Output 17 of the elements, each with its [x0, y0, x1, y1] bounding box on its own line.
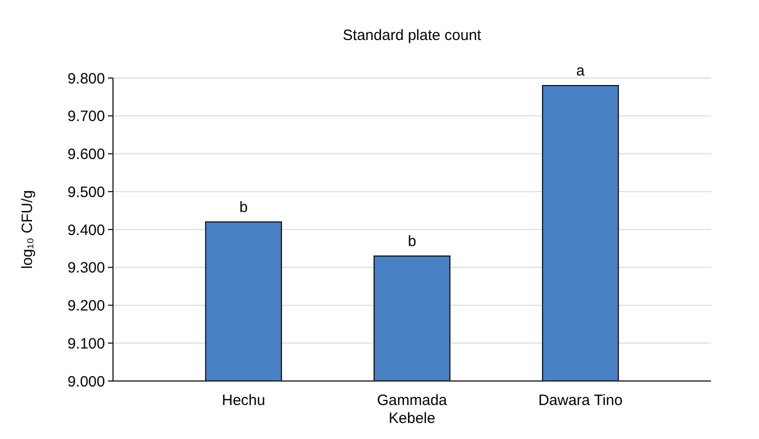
y-tick-label: 9.500	[67, 184, 105, 201]
chart-title: Standard plate count	[342, 27, 482, 44]
y-tick-label: 9.200	[67, 298, 105, 314]
y-tick-label: 9.100	[67, 335, 105, 352]
y-tick-label: 9.400	[67, 222, 105, 239]
x-tick-label: Gammada Kebele	[376, 392, 448, 427]
y-tick-label: 9.800	[67, 70, 105, 88]
y-tick-label: 9.600	[67, 146, 105, 163]
x-tick-label: Dawara Tino	[538, 392, 623, 409]
y-tick-label: 9.300	[67, 260, 105, 277]
annotation: b	[408, 233, 416, 250]
y-tick-label: 9.000	[67, 373, 105, 390]
y-axis-title: log₁₀ CFU/g	[19, 190, 36, 269]
annotation: b	[239, 198, 248, 216]
annotation: a	[576, 62, 586, 80]
y-tick-label: 9.700	[67, 108, 105, 126]
x-tick-label: Hechu	[222, 392, 266, 409]
